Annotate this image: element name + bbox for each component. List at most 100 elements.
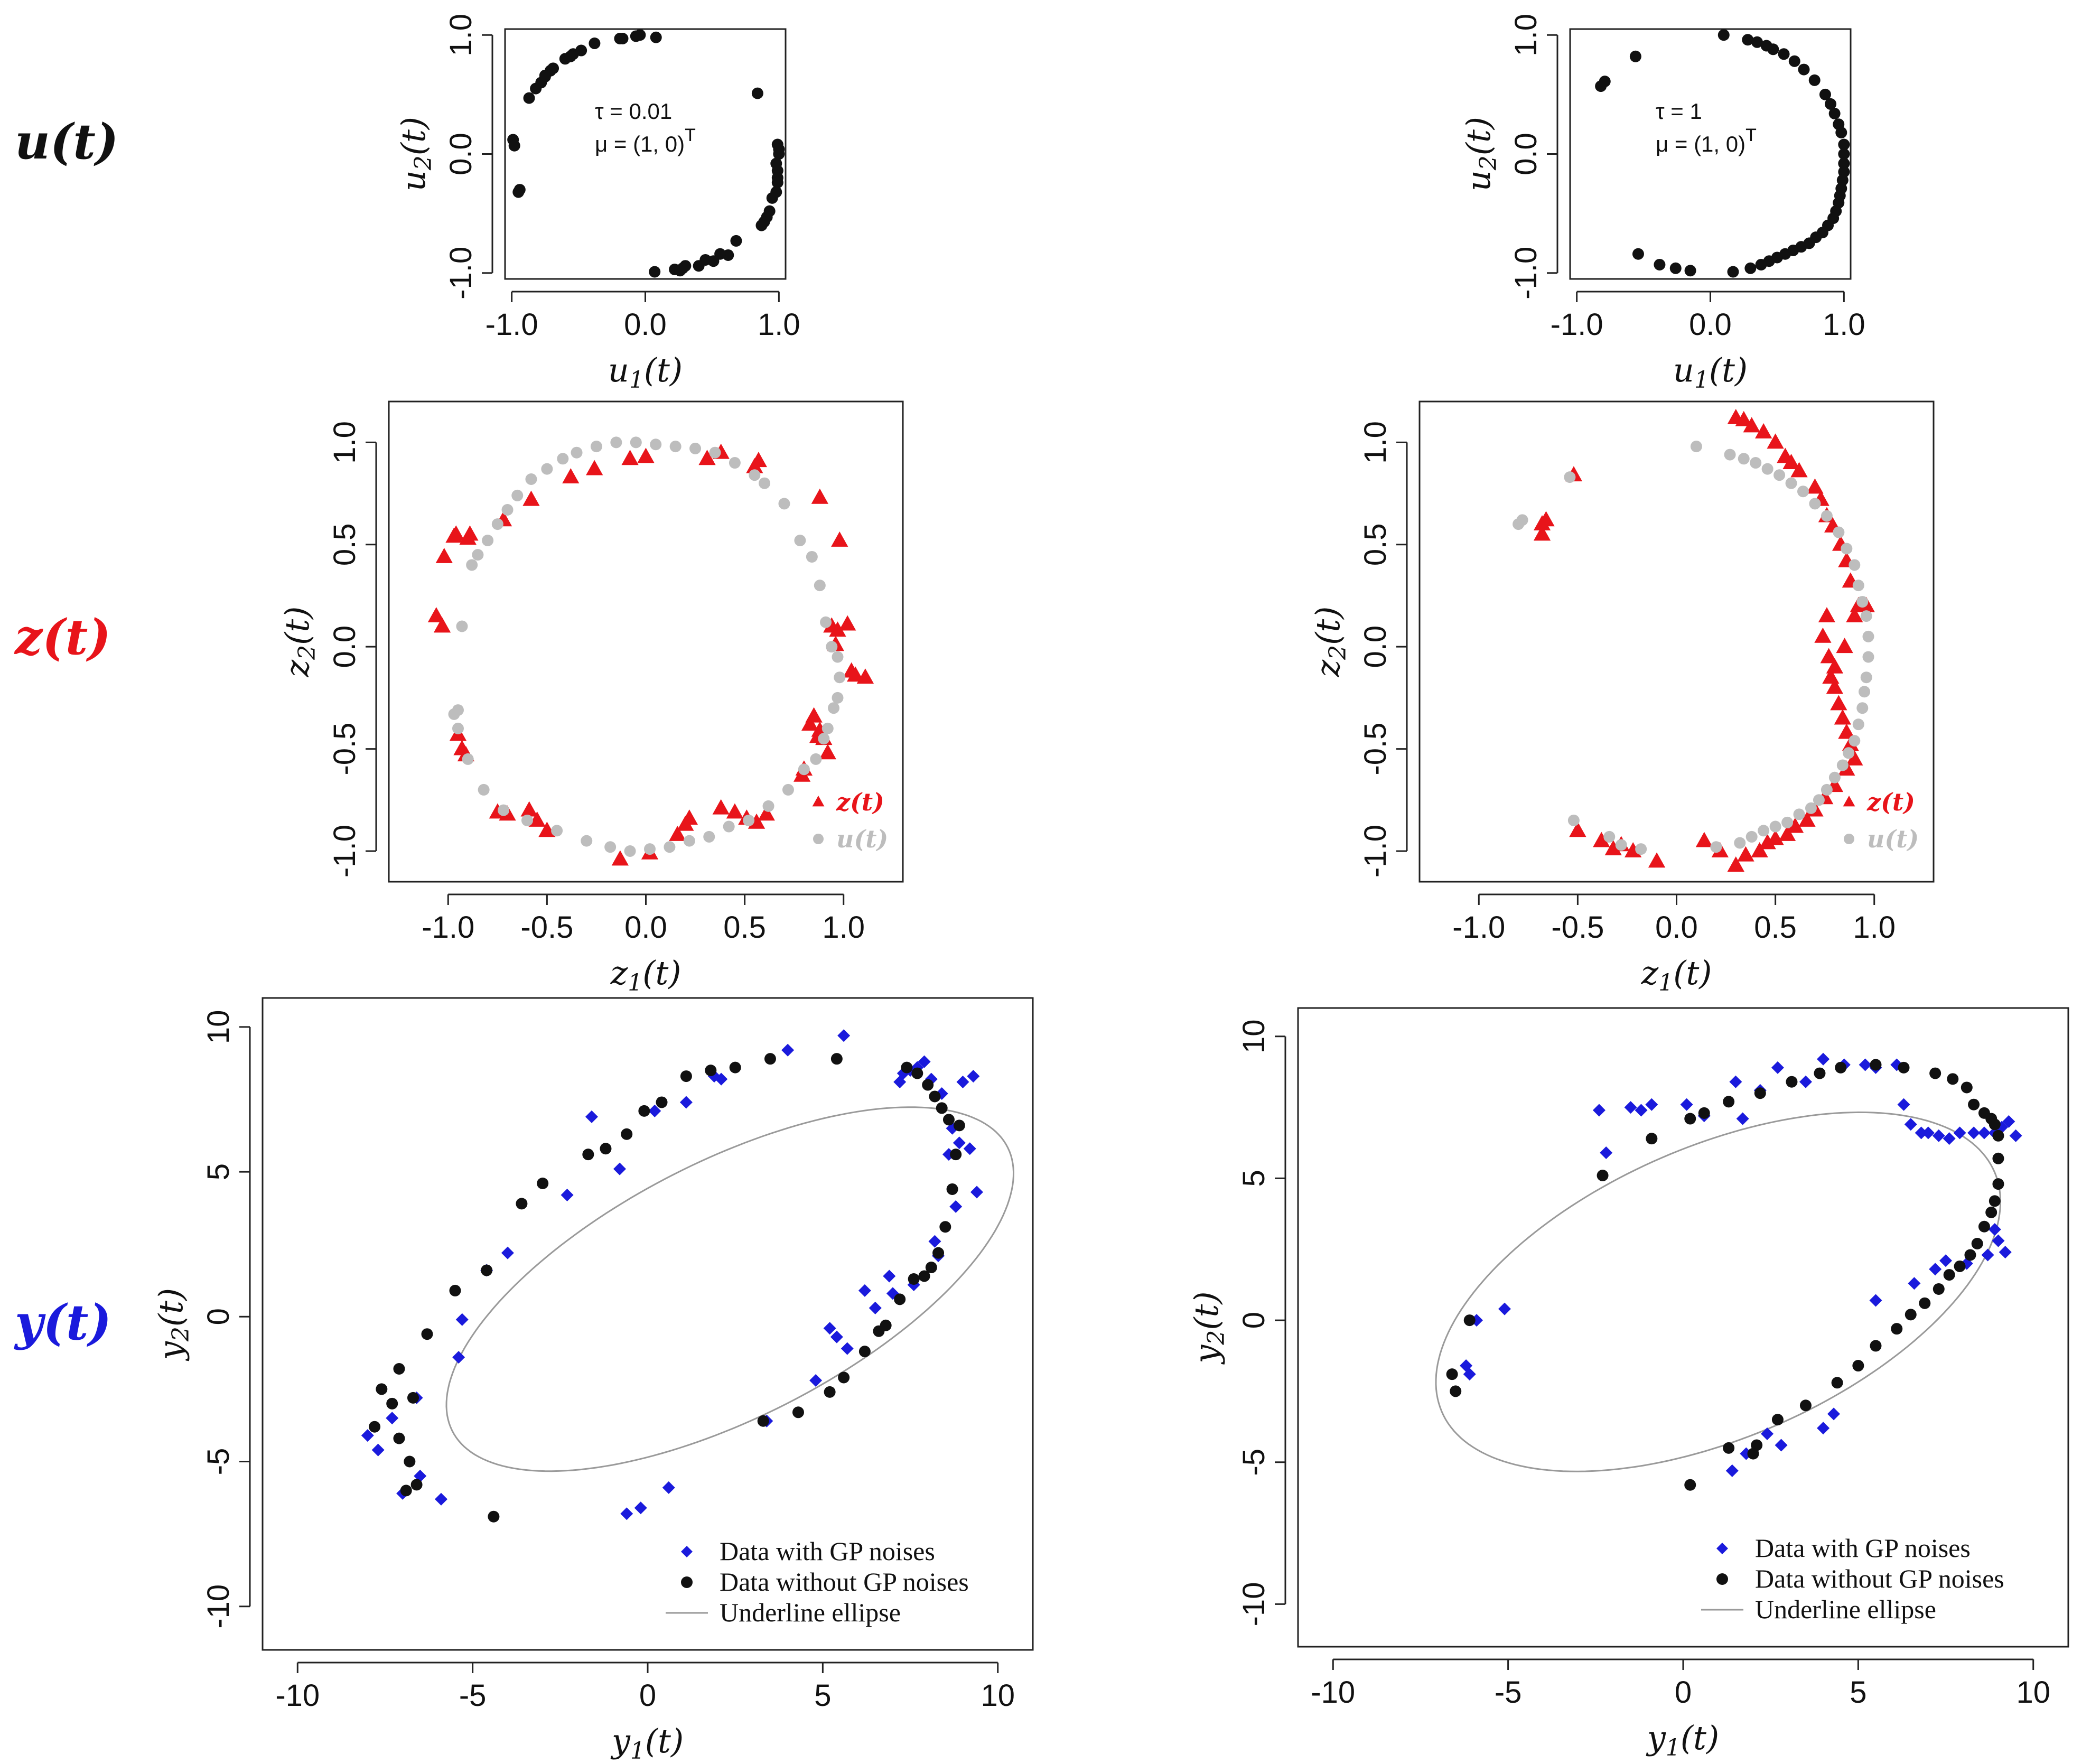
u-gray-point (1860, 610, 1872, 622)
z-point (1818, 607, 1836, 623)
y-axis-title: u2(t) (1459, 117, 1502, 191)
no-noise-point (1929, 1067, 1941, 1079)
u-point (1798, 63, 1810, 76)
gp-noise-point (2009, 1129, 2022, 1142)
u-gray-point (826, 641, 838, 653)
u-point (539, 69, 551, 81)
no-noise-point (1771, 1414, 1784, 1426)
no-noise-point (922, 1079, 934, 1091)
u-gray-point (814, 580, 826, 592)
z-point (698, 450, 716, 465)
z-point (461, 525, 479, 541)
no-noise-point (656, 1096, 668, 1108)
legend-z-marker (812, 796, 825, 807)
z-point (1537, 511, 1555, 527)
z-point (562, 468, 580, 484)
u-gray-point (762, 800, 774, 812)
u-gray-point (689, 442, 702, 454)
no-noise-point (449, 1284, 461, 1296)
no-noise-point (764, 1053, 776, 1065)
u-gray-point (1690, 441, 1702, 453)
z-point (847, 666, 864, 682)
u-gray-point (501, 504, 514, 516)
y-tick-label: 0 (1237, 1312, 1271, 1329)
u-gray-point (521, 814, 533, 826)
u-gray-point (834, 671, 846, 684)
u-gray-point (832, 651, 844, 663)
no-noise-point (1754, 1087, 1766, 1099)
u-point (1727, 266, 1739, 278)
gp-noise-point (781, 1043, 795, 1057)
u-gray-point (478, 783, 490, 796)
plot-frame (504, 28, 787, 280)
gp-noise-point (1817, 1422, 1830, 1435)
no-noise-point (1835, 1061, 1847, 1074)
y-tick-label: 1.0 (1509, 14, 1543, 57)
legend-no-gp-marker (1716, 1573, 1728, 1585)
u-point (1755, 258, 1767, 270)
no-noise-point (1985, 1206, 1997, 1218)
y-tick-label: 10 (1237, 1019, 1271, 1053)
z-point (1695, 832, 1713, 847)
gp-noise-point (1680, 1098, 1693, 1111)
gp-noise-point (837, 1029, 851, 1042)
gp-noise-point (1908, 1277, 1921, 1290)
no-noise-point (1992, 1152, 2004, 1164)
y-axis-title: z2(t) (278, 606, 321, 678)
gp-noise-point (1929, 1263, 1942, 1276)
gp-noise-point (963, 1142, 976, 1155)
y-axis-title: u2(t) (394, 117, 437, 191)
u-gray-point (456, 620, 468, 632)
gp-noise-point (949, 1200, 963, 1213)
y-tick-label: 1.0 (1358, 421, 1393, 464)
y-axis-title: z2(t) (1309, 606, 1351, 678)
z-point (1798, 811, 1816, 827)
y-tick-label: -1.0 (1358, 825, 1393, 878)
u-gray-point (1859, 686, 1871, 698)
u-gray-point (709, 446, 721, 459)
u-gray-point (1849, 735, 1861, 747)
no-noise-point (1992, 1130, 2004, 1142)
z-point (1737, 846, 1754, 862)
legend-label: Data without GP noises (1755, 1564, 2004, 1593)
u-gray-point (541, 463, 553, 475)
gp-noise-point (434, 1492, 447, 1506)
u-point (751, 87, 763, 99)
u-gray-point (452, 722, 464, 734)
u-gray-point (472, 549, 484, 561)
gp-noise-point (386, 1412, 399, 1425)
gp-noise-point (455, 1313, 469, 1326)
u-gray-point (669, 441, 682, 453)
gp-noise-point (1635, 1104, 1648, 1117)
no-noise-point (621, 1128, 633, 1140)
z-point (1836, 638, 1853, 654)
no-noise-point (1964, 1249, 1976, 1261)
no-noise-point (1786, 1076, 1798, 1088)
u-gray-point (650, 438, 662, 451)
u-gray-point (1567, 814, 1580, 826)
u-gray-point (482, 535, 494, 547)
u-point (1835, 126, 1847, 138)
no-noise-point (1814, 1067, 1826, 1079)
u-gray-point (581, 835, 593, 847)
no-noise-point (1943, 1269, 1955, 1281)
x-tick-label: -1.0 (486, 307, 538, 342)
legend-label: Underline ellipse (720, 1598, 901, 1627)
z-point (669, 826, 686, 841)
z-point (1806, 478, 1824, 494)
u-gray-point (1758, 825, 1770, 837)
u-gray-point (525, 473, 537, 485)
u-point (1684, 265, 1696, 277)
z-point (427, 607, 445, 623)
z-point (1830, 695, 1847, 711)
u-gray-point (604, 841, 617, 853)
u-point (1654, 258, 1666, 270)
z-point (447, 525, 465, 541)
z-point (1727, 856, 1744, 872)
u-point (1599, 76, 1611, 88)
x-tick-label: -1.0 (422, 910, 474, 945)
x-tick-label: 0 (639, 1678, 656, 1713)
gp-noise-point (1977, 1126, 1991, 1140)
gp-noise-point (1736, 1112, 1749, 1125)
z-point (805, 707, 823, 723)
